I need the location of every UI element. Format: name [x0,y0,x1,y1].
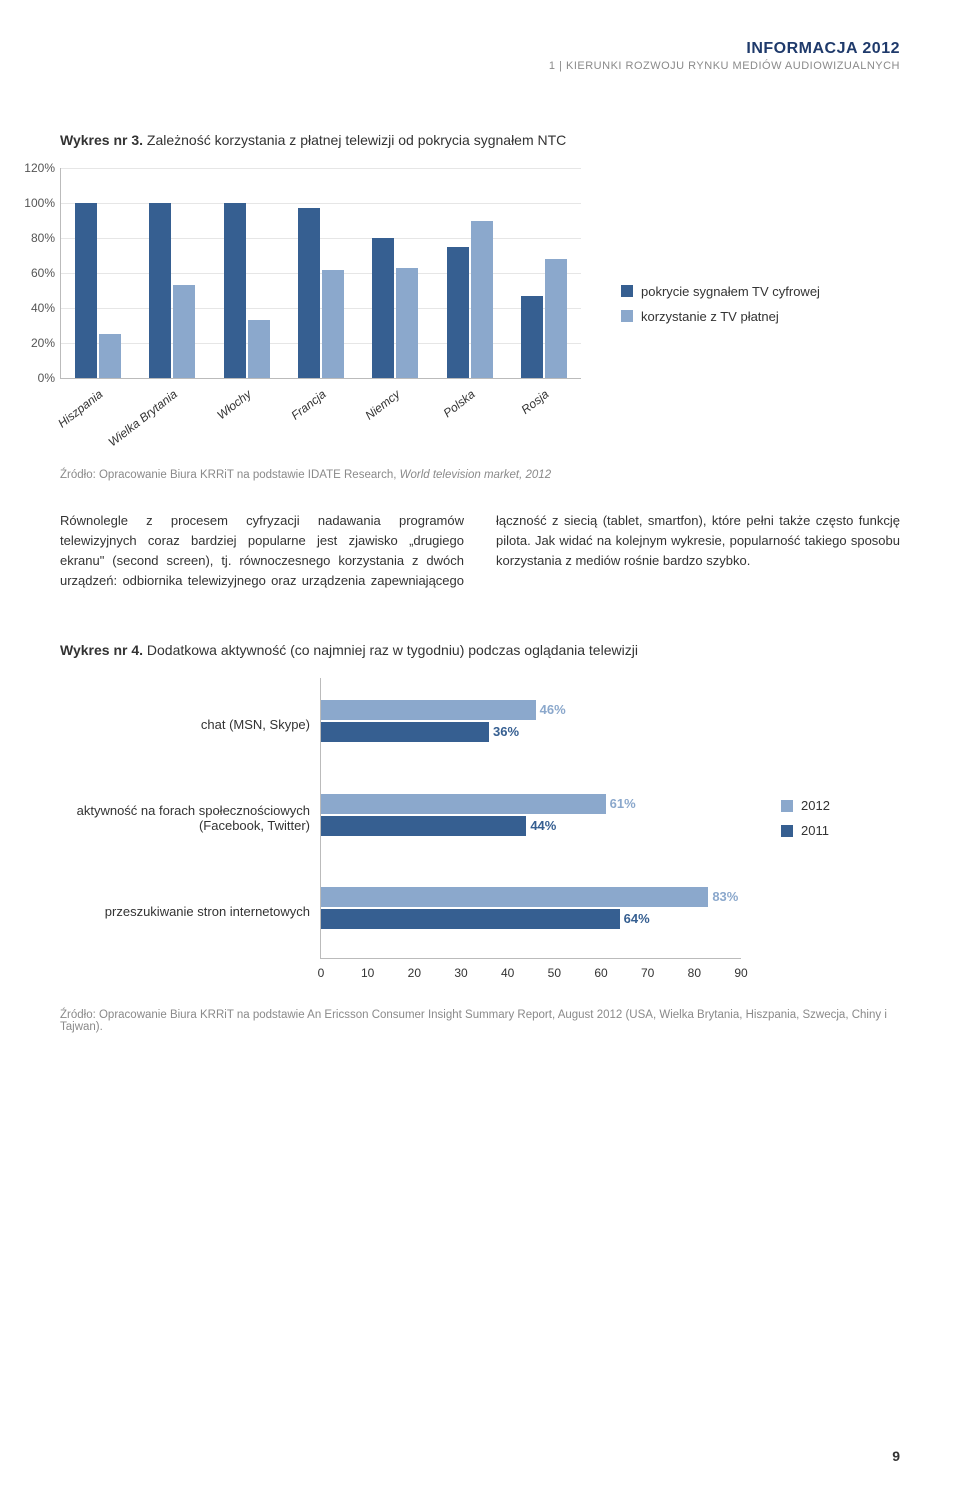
chart1-title-prefix: Wykres nr 3. [60,132,143,148]
chart2-value-2012: 83% [712,889,738,904]
chart1-bar-dark [521,296,543,378]
chart2-xtick-label: 30 [454,966,467,980]
chart2-title-prefix: Wykres nr 4. [60,642,143,658]
chart1-xtick-label: Wielka Brytania [134,379,208,439]
chart1-legend-item: korzystanie z TV płatnej [621,309,820,324]
chart1-bar-light [471,221,493,379]
header-title: INFORMACJA 2012 [60,40,900,58]
chart1-bar-dark [447,247,469,378]
chart1-ytick-label: 80% [15,231,55,245]
legend-label: pokrycie sygnałem TV cyfrowej [641,284,820,299]
chart1-bar-group [432,168,506,378]
chart1: 0%20%40%60%80%100%120% HiszpaniaWielka B… [60,168,900,439]
chart1-legend-item: pokrycie sygnałem TV cyfrowej [621,284,820,299]
chart2-xtick-label: 40 [501,966,514,980]
chart2-bar-2012 [321,700,536,720]
chart1-bar-light [248,320,270,378]
chart1-ytick-label: 100% [15,196,55,210]
chart1-bar-dark [149,203,171,378]
chart2-row: 61% 44% [321,794,741,844]
chart2-value-2012: 61% [610,796,636,811]
legend-swatch [781,825,793,837]
chart2-row: 46% 36% [321,700,741,750]
chart1-bar-group [135,168,209,378]
chart1-ytick-label: 60% [15,266,55,280]
source1-prefix: Źródło: Opracowanie Biura KRRiT na podst… [60,469,400,481]
chart1-ytick-label: 0% [15,371,55,385]
chart1-plot: 0%20%40%60%80%100%120% [60,168,581,379]
chart1-bar-light [545,259,567,378]
chart1-title-rest: Zależność korzystania z płatnej telewizj… [143,132,566,148]
chart2: chat (MSN, Skype)aktywność na forach spo… [60,678,900,959]
chart1-bar-group [507,168,581,378]
chart1-bar-group [358,168,432,378]
chart2-xtick-label: 20 [408,966,421,980]
chart1-bar-dark [372,238,394,378]
chart2-value-2011: 36% [493,724,519,739]
chart2-source: Źródło: Opracowanie Biura KRRiT na podst… [60,1009,900,1033]
legend-swatch [621,285,633,297]
header-subtitle: 1 | KIERUNKI ROZWOJU RYNKU MEDIÓW AUDIOW… [60,60,900,72]
chart2-bar-2012 [321,887,708,907]
chart2-categories: chat (MSN, Skype)aktywność na forach spo… [60,678,320,958]
chart1-bar-light [322,270,344,379]
chart1-xtick-label: Niemcy [357,379,431,439]
chart1-xtick-label: Włochy [209,379,283,439]
chart2-bar-2011 [321,816,526,836]
legend-label: korzystanie z TV płatnej [641,309,779,324]
chart2-plot: 010203040506070809046%36%61%44%83%64% [320,678,741,959]
chart2-bar-2011 [321,722,489,742]
chart2-value-2011: 44% [530,818,556,833]
chart2-title-rest: Dodatkowa aktywność (co najmniej raz w t… [143,642,638,658]
chart1-ytick-label: 40% [15,301,55,315]
chart2-category-label: chat (MSN, Skype) [60,678,320,771]
chart1-ytick-label: 120% [15,161,55,175]
chart2-xtick-label: 50 [548,966,561,980]
chart2-xtick-label: 10 [361,966,374,980]
legend-swatch [621,310,633,322]
chart1-xtick-label: Polska [431,379,505,439]
page-number: 9 [892,1448,900,1464]
chart2-bar-2011 [321,909,620,929]
chart2-xtick-label: 90 [734,966,747,980]
chart2-category-label: aktywność na forach społecznościowych (F… [60,771,320,864]
source1-italic: World television market, 2012 [400,469,551,481]
page-header: INFORMACJA 2012 1 | KIERUNKI ROZWOJU RYN… [60,40,900,72]
chart2-xtick-label: 0 [318,966,325,980]
legend-label: 2011 [801,823,829,838]
chart1-bar-light [396,268,418,378]
chart1-ytick-label: 20% [15,336,55,350]
chart1-bar-group [210,168,284,378]
chart2-bar-2012 [321,794,606,814]
chart2-title: Wykres nr 4. Dodatkowa aktywność (co naj… [60,642,900,658]
chart2-xtick-label: 60 [594,966,607,980]
chart2-category-label: przeszukiwanie stron internetowych [60,865,320,958]
chart1-xtick-label: Rosja [506,379,580,439]
chart1-title: Wykres nr 3. Zależność korzystania z pła… [60,132,900,148]
page: INFORMACJA 2012 1 | KIERUNKI ROZWOJU RYN… [0,0,960,1494]
chart1-bar-dark [298,208,320,378]
chart1-bar-light [173,285,195,378]
legend-swatch [781,800,793,812]
chart1-bar-group [61,168,135,378]
chart1-bar-dark [224,203,246,378]
chart2-value-2012: 46% [540,702,566,717]
chart2-xtick-label: 70 [641,966,654,980]
chart1-bar-group [284,168,358,378]
body-text: Równolegle z procesem cyfryzacji nadawan… [60,511,900,592]
chart1-legend: pokrycie sygnałem TV cyfrowej korzystanie… [621,168,820,439]
chart2-legend-item: 2012 [781,798,830,813]
chart2-legend: 2012 2011 [781,798,830,838]
chart2-xtick-label: 80 [688,966,701,980]
chart1-xtick-label: Francja [283,379,357,439]
chart1-bars [61,168,581,378]
chart2-value-2011: 64% [624,911,650,926]
chart1-xlabels: HiszpaniaWielka BrytaniaWłochyFrancjaNie… [60,379,580,439]
chart1-source: Źródło: Opracowanie Biura KRRiT na podst… [60,469,900,481]
chart2-row: 83% 64% [321,887,741,937]
chart2-legend-item: 2011 [781,823,830,838]
chart1-bar-dark [75,203,97,378]
legend-label: 2012 [801,798,830,813]
chart1-bar-light [99,334,121,378]
